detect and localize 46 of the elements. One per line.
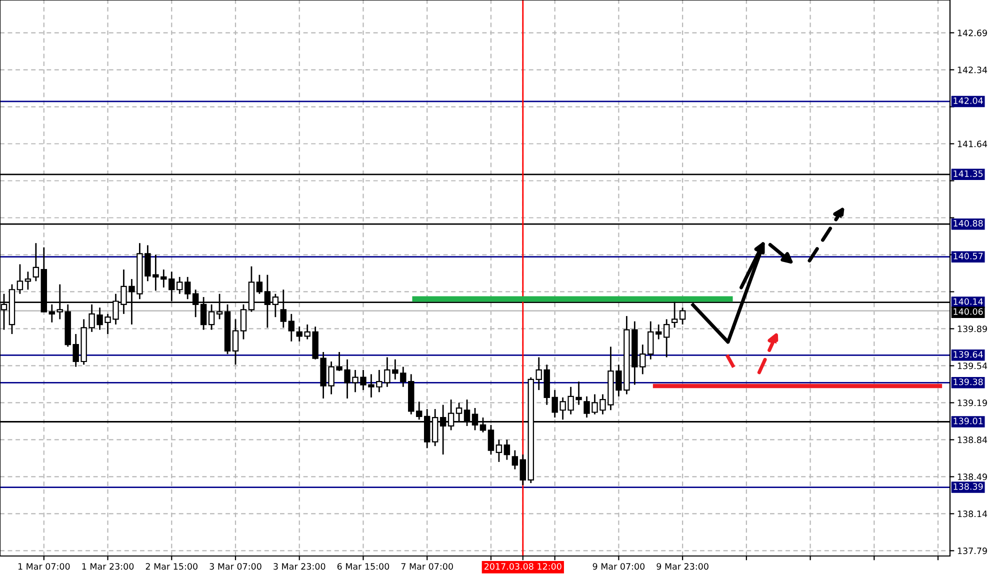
ref-line-label: 141.35 — [954, 170, 983, 177]
x-tick-label: 7 Mar 07:00 — [401, 563, 453, 570]
candlestick — [520, 454, 526, 486]
ref-line-label: 140.57 — [954, 252, 983, 260]
ref-line-label: 140.88 — [954, 220, 983, 227]
candlestick — [16, 264, 24, 295]
x-tick-label: 9 Mar 23:00 — [656, 563, 708, 570]
y-tick-label: 142.69 — [958, 30, 987, 36]
candlestick — [679, 306, 686, 326]
ref-line-label: 140.06 — [954, 308, 983, 315]
y-tick-label: 139.54 — [958, 362, 988, 370]
x-tick-label: 2017.03.08 12:00 — [484, 563, 562, 570]
y-tick-label: 142.34 — [958, 66, 988, 74]
candlestick — [656, 324, 662, 340]
candlestick — [256, 274, 263, 295]
candlestick — [176, 276, 183, 295]
ref-line-label: 140.14 — [954, 298, 983, 305]
x-tick-label: 6 Mar 15:00 — [337, 563, 390, 570]
candlestick — [512, 450, 518, 470]
x-tick-label: 3 Mar 23:00 — [274, 563, 326, 570]
candlestick — [504, 439, 510, 461]
ref-line-label: 139.64 — [954, 351, 983, 358]
y-tick-label: 137.79 — [958, 548, 987, 554]
x-tick-label: 9 Mar 07:00 — [592, 563, 645, 570]
ref-line-label: 138.39 — [954, 483, 983, 490]
y-tick-label: 139.89 — [958, 326, 987, 332]
candlestick — [488, 424, 494, 456]
candlestick — [496, 439, 502, 463]
y-tick-label: 139.19 — [958, 400, 987, 406]
ref-line-label: 139.01 — [954, 418, 983, 424]
x-tick-label: 1 Mar 07:00 — [18, 563, 70, 570]
y-tick-label: 138.84 — [958, 436, 988, 444]
y-tick-label: 138.49 — [958, 474, 987, 480]
x-tick-label: 1 Mar 23:00 — [82, 563, 134, 570]
y-tick-label: 138.14 — [958, 510, 988, 518]
candlestick — [184, 276, 191, 300]
candlestick — [232, 318, 239, 366]
candlestick — [288, 313, 294, 342]
x-tick-label: 3 Mar 07:00 — [210, 563, 262, 570]
x-tick-label: 2 Mar 15:00 — [146, 563, 198, 570]
candlestick — [663, 318, 670, 358]
candlestick — [24, 270, 32, 290]
ref-line-label: 139.38 — [954, 378, 983, 386]
y-tick-label: 141.64 — [958, 140, 988, 148]
candlestick — [32, 242, 40, 282]
ref-line-label: 142.04 — [954, 97, 983, 104]
